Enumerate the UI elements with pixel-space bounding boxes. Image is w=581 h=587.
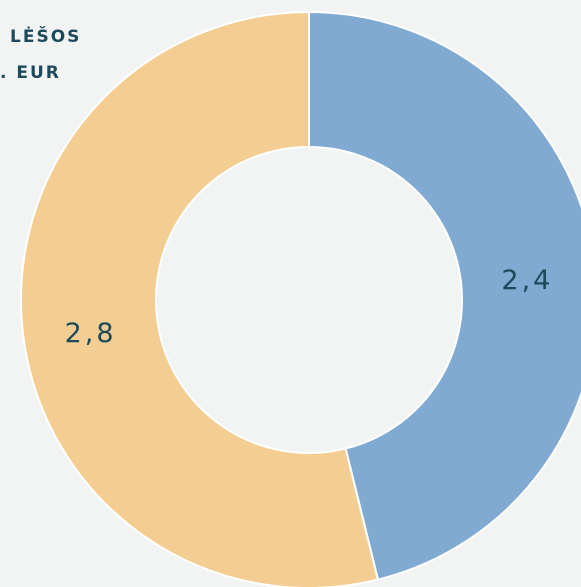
donut-slice — [19, 10, 380, 587]
value-label: 2,4 — [501, 265, 553, 296]
value-label: 2,8 — [65, 318, 117, 349]
header-line: . EUR — [0, 63, 61, 83]
donut-slice — [308, 10, 581, 581]
header-line: LĖŠOS — [10, 25, 81, 47]
